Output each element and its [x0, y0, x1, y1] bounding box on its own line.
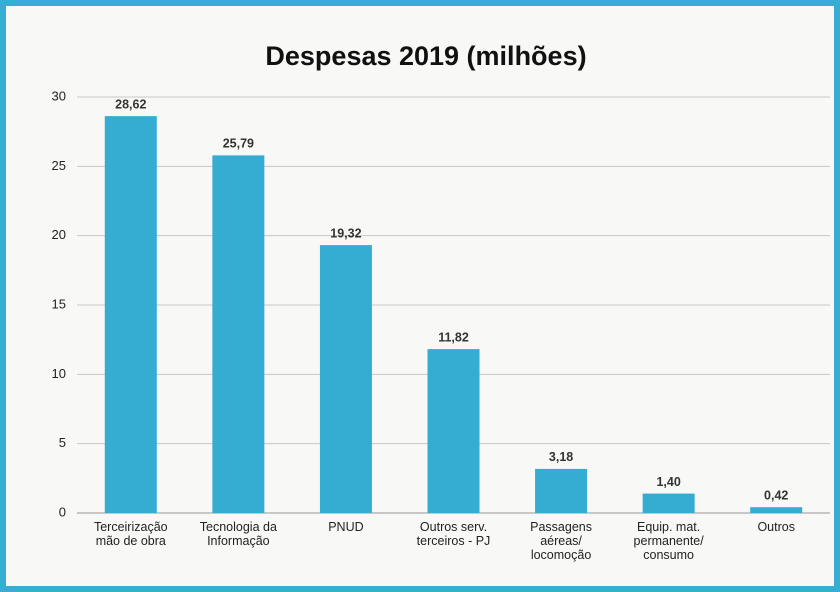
- x-tick-label: Passagens aéreas/ locomoção: [530, 520, 592, 562]
- y-tick-label: 25: [52, 158, 66, 173]
- value-label: 28,62: [115, 97, 146, 111]
- y-tick-label: 30: [52, 88, 66, 103]
- x-tick-label: Terceirização mão de obra: [93, 520, 168, 548]
- bar: [104, 116, 157, 514]
- bar: [642, 493, 695, 513]
- y-tick-label: 15: [52, 296, 66, 311]
- x-tick-label: Tecnologia da Informação: [199, 520, 277, 548]
- value-label: 1,40: [656, 475, 680, 489]
- bar: [212, 155, 265, 513]
- y-tick-label: 5: [59, 435, 66, 450]
- bar: [427, 349, 480, 513]
- value-label: 19,32: [330, 226, 361, 240]
- bar: [535, 468, 588, 513]
- x-tick-label: Outros serv. terceiros - PJ: [416, 520, 491, 548]
- chart: Despesas 2019 (milhões) 0 5 10 15 20 25 30 28,6…: [52, 41, 830, 519]
- value-label: 25,79: [223, 137, 254, 151]
- value-label: 3,18: [549, 450, 573, 464]
- x-tick-label: PNUD: [328, 520, 364, 534]
- y-tick-label: 10: [52, 366, 66, 381]
- bar: [750, 507, 803, 513]
- chart-title: Despesas 2019 (milhões): [265, 41, 586, 71]
- value-label: 11,82: [438, 330, 469, 344]
- y-tick-label: 0: [59, 504, 66, 519]
- x-tick-label: Outros: [757, 520, 795, 534]
- chart-frame: Despesas 2019 (milhões) 0 5 10 15 20 25 30 28,6…: [6, 6, 834, 586]
- x-tick-label: Equip. mat. permanente/ consumo: [633, 520, 704, 562]
- value-label: 0,42: [764, 488, 788, 502]
- bar: [319, 245, 372, 513]
- y-tick-label: 20: [52, 227, 66, 242]
